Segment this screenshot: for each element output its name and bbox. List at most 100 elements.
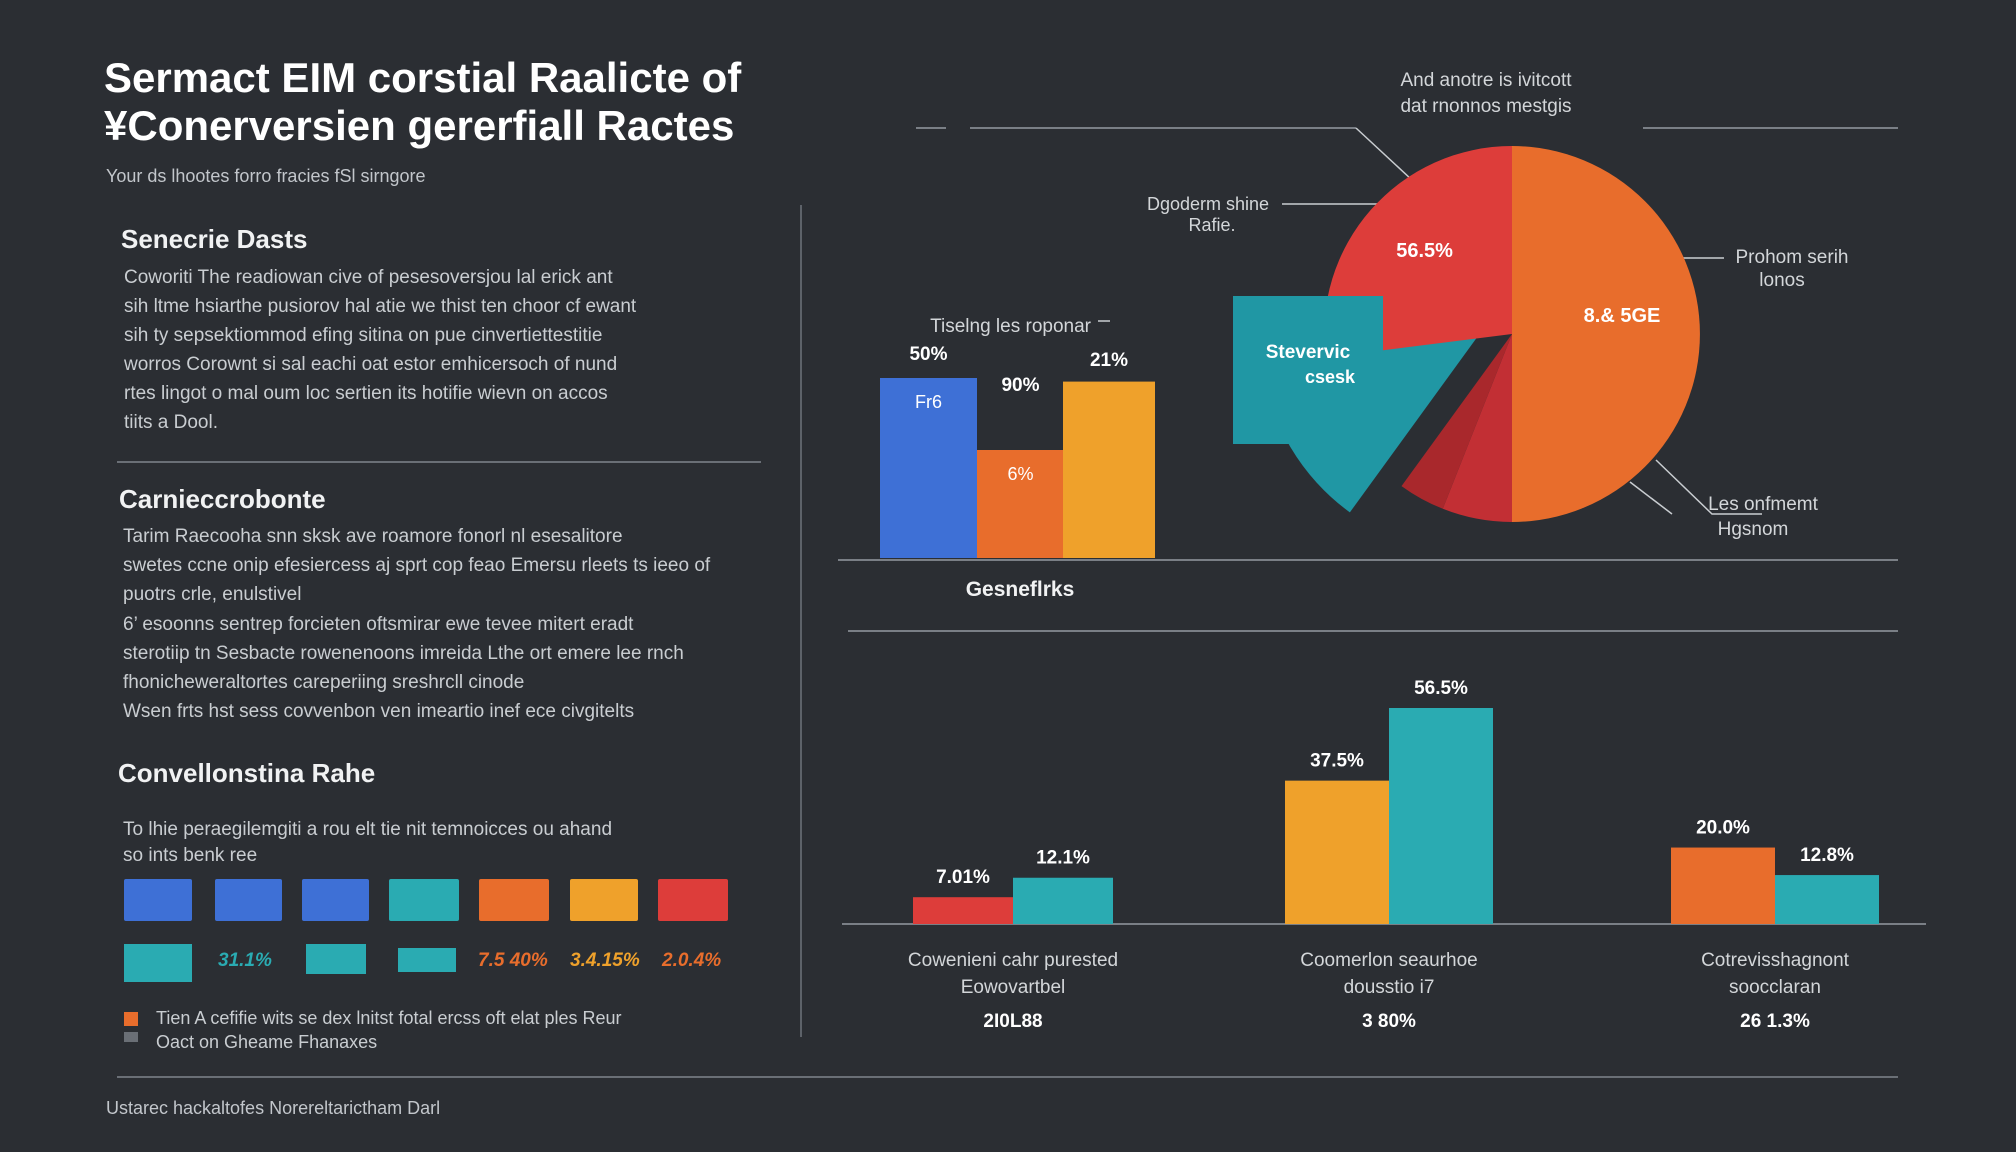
text-line: worros Corownt si sal eachi oat estor em… <box>124 354 618 375</box>
bar <box>1671 847 1775 924</box>
section-divider <box>117 461 761 463</box>
color-swatch <box>479 879 549 921</box>
text-line: Tien A cefifie wits se dex lnitst fotal … <box>156 1008 622 1028</box>
bar <box>913 897 1013 924</box>
text-line: swetes ccne onip efesiercess aj sprt cop… <box>123 555 711 576</box>
column-divider <box>800 205 802 1037</box>
bar-inner-label: 6% <box>1007 464 1033 484</box>
color-swatch <box>302 879 369 921</box>
color-swatch <box>570 879 638 921</box>
text-line: tiits a Dool. <box>124 412 218 433</box>
pie-slice <box>1401 334 1512 509</box>
pie-chart: And anotre is ivitcott dat rnonnos mestg… <box>1147 70 1849 540</box>
chart1-title: Tiselng les roponar <box>930 316 1092 337</box>
pie-callout-text: Prohom serih <box>1736 247 1849 268</box>
section2-heading: Carnieccrobonte <box>119 484 326 514</box>
rate-value: 3.4.15% <box>570 950 640 971</box>
color-swatch <box>215 879 282 921</box>
pie-leader <box>1629 481 1673 515</box>
text-line: rtes lingot o mal oum loc sertien its ho… <box>124 383 608 404</box>
text-line: Coworiti The readiowan cive of pesesover… <box>124 267 613 288</box>
group-label: Eowovartbel <box>961 977 1066 998</box>
bar-data-label: 7.01% <box>936 867 990 888</box>
chart1-xlabel: Gesneflrks <box>966 578 1075 601</box>
pie-callout-text: Dgoderm shine <box>1147 194 1269 214</box>
color-swatch <box>658 879 728 921</box>
pie-title-line: dat rnonnos mestgis <box>1400 96 1571 117</box>
color-swatch-row <box>124 879 728 921</box>
group-label: Cotrevisshagnont <box>1701 950 1850 971</box>
bar <box>1013 877 1113 924</box>
bar-data-label: 56.5% <box>1414 678 1468 699</box>
pie-slice-label: 56.5% <box>1396 240 1453 262</box>
rate-value: 7.5 40% <box>478 950 548 971</box>
text-line: Wsen frts hst sess covvenbon ven imearti… <box>123 701 635 722</box>
bar <box>1285 780 1389 924</box>
group-label: Coomerlon seaurhoe <box>1300 950 1477 971</box>
text-line: Tarim Raecooha snn sksk ave roamore fono… <box>123 526 623 547</box>
pie-callout-text: lonos <box>1759 270 1804 291</box>
page-subtitle: Your ds lhootes forro fracies fSl sirngo… <box>106 166 426 186</box>
text-line: sih ltme hsiarthe pusiorov hal atie we t… <box>124 296 637 317</box>
pie-slice-extension <box>1233 296 1383 444</box>
bar-data-label: 12.1% <box>1036 848 1090 869</box>
section1-heading: Senecrie Dasts <box>121 224 308 254</box>
text-line: 6’ esoonns sentrep forcieten oftsmirar e… <box>123 614 634 635</box>
bar-chart-small: Tiselng les roponar Gesneflrks 50% Fr6 90%… <box>880 316 1155 601</box>
rate-swatch <box>306 944 366 974</box>
bar-data-label: 37.5% <box>1310 751 1364 772</box>
bar-data-label: 90% <box>1001 375 1039 396</box>
bar <box>1389 708 1493 924</box>
legend-swatch <box>124 1032 138 1042</box>
pie-callout-text: Hgsnom <box>1718 519 1789 540</box>
text-line: Oact on Gheame Fhanaxes <box>156 1032 378 1052</box>
section1-text: Coworiti The readiowan cive of pesesover… <box>124 263 636 437</box>
bar-data-label: 12.8% <box>1800 845 1854 866</box>
page-title-line2: ¥Conerversien gererfiall Ractes <box>104 102 735 149</box>
text-line: To lhie peraegilemgiti a rou elt tie nit… <box>123 819 613 840</box>
color-swatch <box>389 879 459 921</box>
pie-slice-label: csesk <box>1305 367 1356 387</box>
group-label: soocclaran <box>1729 977 1821 998</box>
group-total: 3 80% <box>1362 1011 1416 1032</box>
group-total: 26 1.3% <box>1740 1011 1810 1032</box>
color-swatch <box>124 879 192 921</box>
legend-swatch <box>124 1012 138 1026</box>
legend-text: Tien A cefifie wits se dex lnitst fotal … <box>156 1006 622 1054</box>
pie-leader <box>1655 459 1762 515</box>
section2-text-a: Tarim Raecooha snn sksk ave roamore fono… <box>123 522 710 609</box>
text-line: puotrs crle, enulstivel <box>123 584 302 605</box>
text-line: so ints benk ree <box>123 845 258 866</box>
text-line: sterotiip tn Sesbacte rowenenoons imreid… <box>123 643 684 664</box>
section2-text-b: 6’ esoonns sentrep forcieten oftsmirar e… <box>123 610 684 726</box>
pie-slice <box>1512 146 1700 522</box>
section3-text: To lhie peraegilemgiti a rou elt tie nit… <box>123 817 612 869</box>
pie-callout-text: Les onfmemt <box>1708 494 1819 515</box>
bar <box>880 378 977 558</box>
pie-callout-text: Rafie. <box>1188 215 1235 235</box>
page-title: Sermact EIM corstial Raalicte of ¥Conerv… <box>104 54 764 150</box>
bar <box>1063 381 1155 558</box>
section3-heading: Convellonstina Rahe <box>118 758 376 788</box>
bar <box>1775 875 1879 924</box>
pie-slice-label: 8.& 5GE <box>1584 305 1661 327</box>
bar-data-label: 50% <box>909 344 947 365</box>
rate-swatch <box>398 948 456 972</box>
group-label: Cowenieni cahr purested <box>908 950 1118 971</box>
group-label: dousstio i7 <box>1344 977 1435 998</box>
pie-slice-label: Stevervic <box>1266 342 1351 363</box>
bar <box>977 450 1064 558</box>
page-title-line1: Sermact EIM corstial Raalicte of <box>104 54 742 101</box>
text-line: sih ty sepsektiommod efing sitina on pue… <box>124 325 603 346</box>
pie-slice <box>1442 334 1512 522</box>
bar-data-label: 20.0% <box>1696 818 1750 839</box>
rate-value: 2.0.4% <box>662 950 722 971</box>
rate-swatch <box>124 944 192 982</box>
text-line: fhonicheweraltortes careperiing sreshrcl… <box>123 672 525 693</box>
pie-title-line: And anotre is ivitcott <box>1400 70 1572 91</box>
rate-value: 31.1% <box>218 950 272 971</box>
pie-leader <box>1355 127 1413 181</box>
group-total: 2I0L88 <box>983 1011 1042 1032</box>
bar-inner-label: Fr6 <box>915 392 942 412</box>
